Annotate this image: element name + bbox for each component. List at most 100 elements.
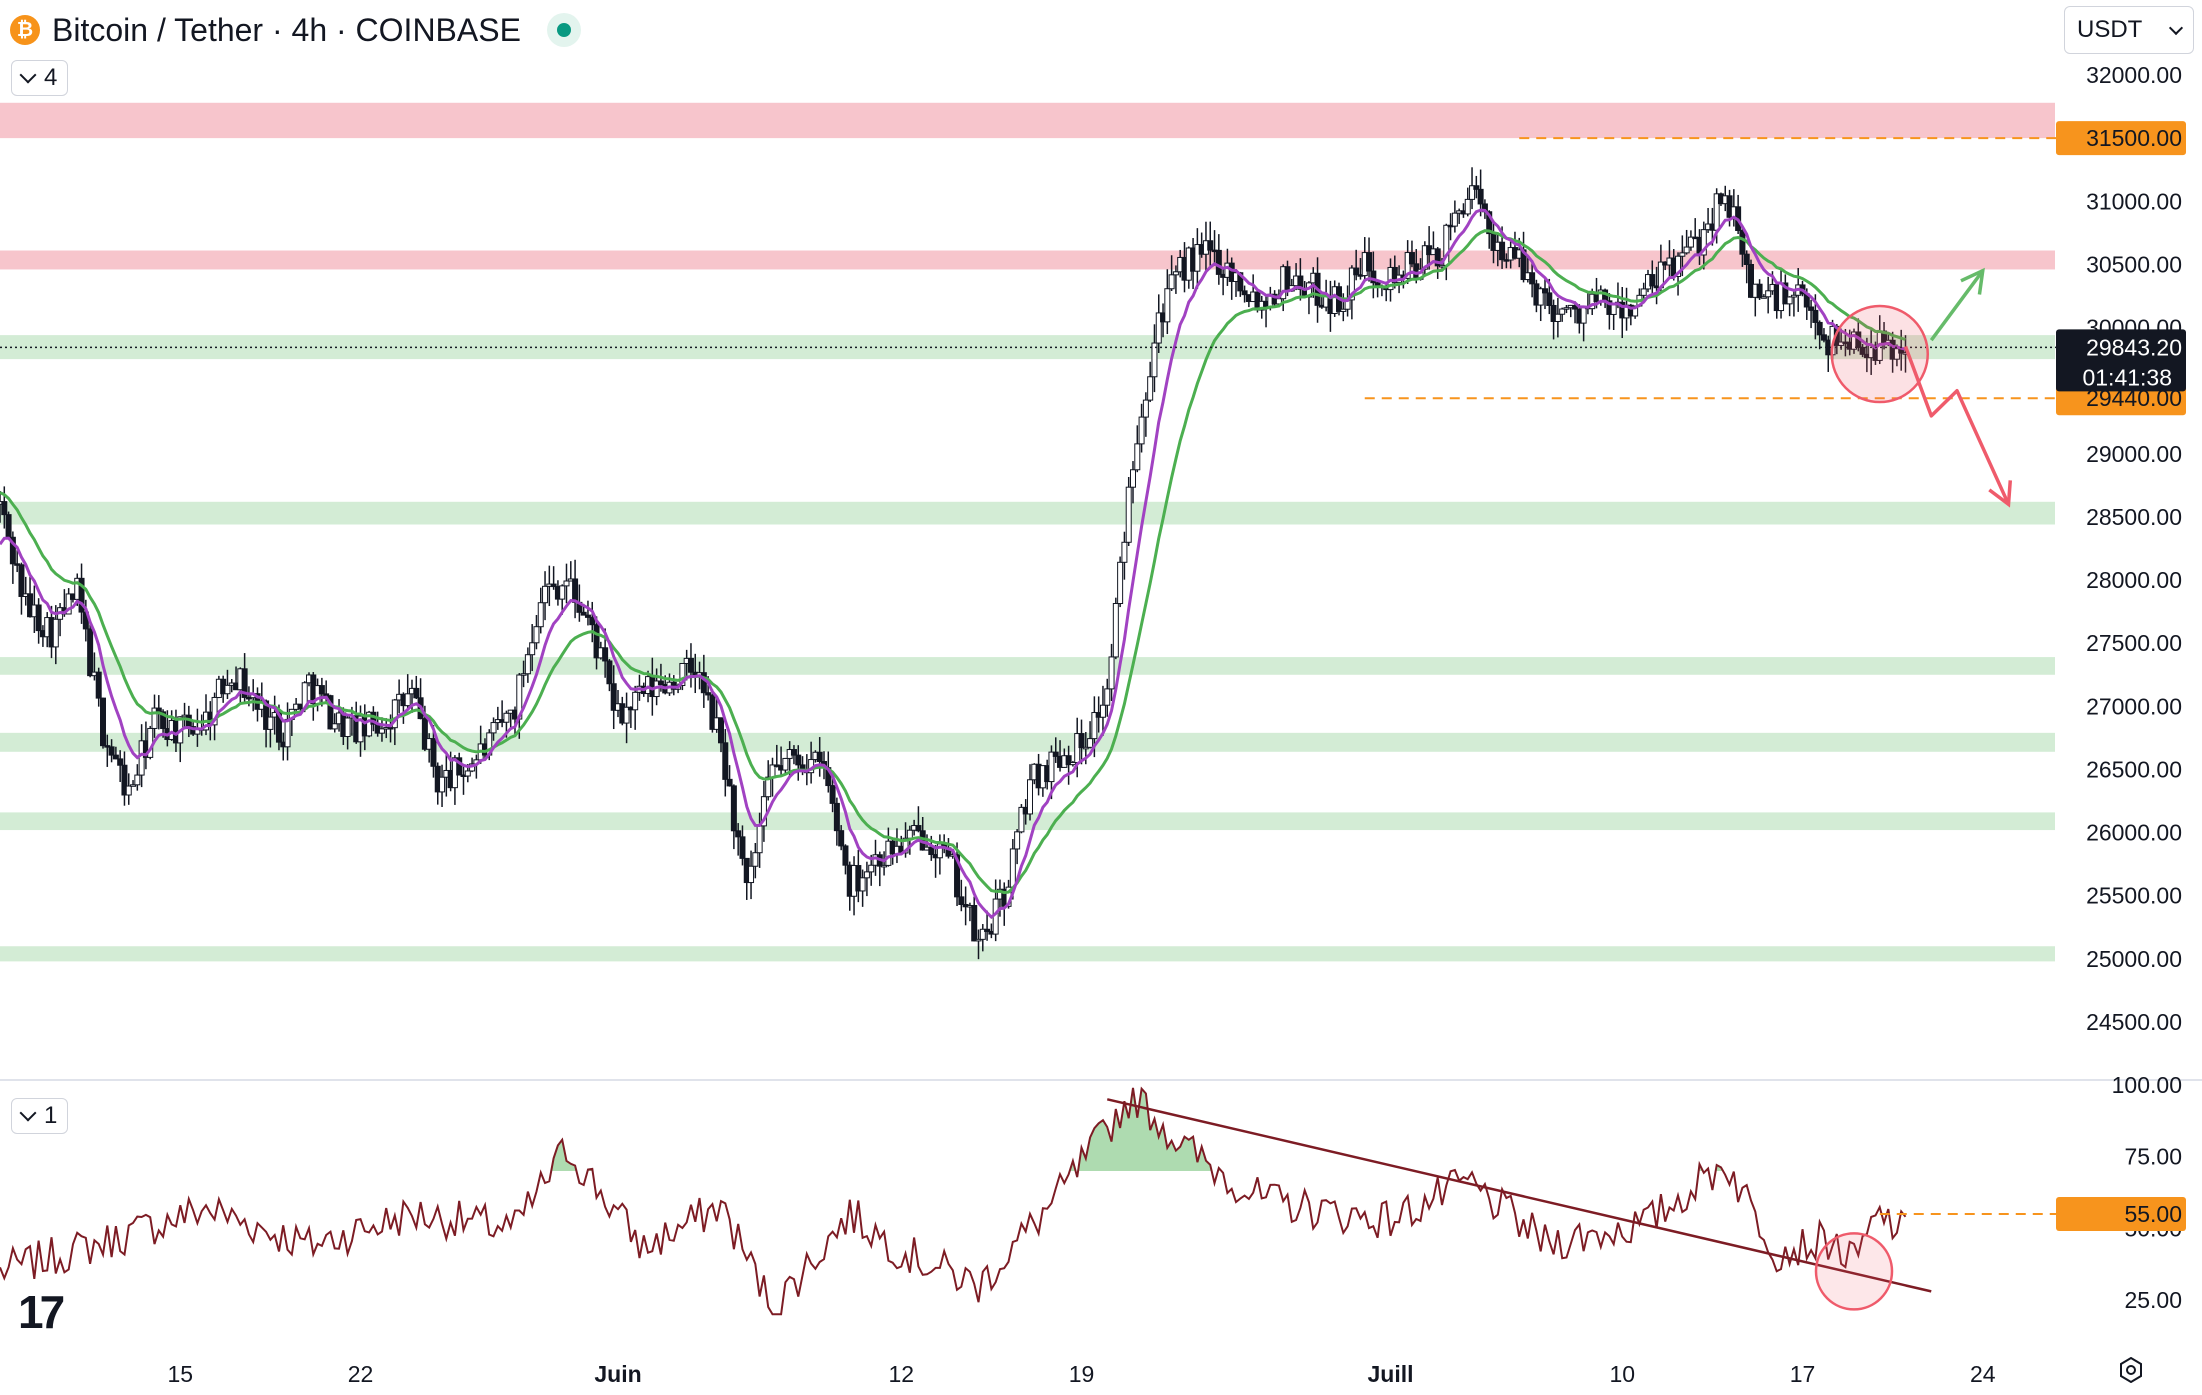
candle-body [958,896,965,905]
candle-body [78,577,85,613]
candle-body [1610,304,1617,315]
tradingview-logo-icon[interactable]: 17 [18,1286,65,1338]
candle-body [902,837,909,854]
candle-body [915,825,922,832]
candle-body [1451,212,1458,227]
candle-body [130,784,137,787]
settings-icon[interactable] [2118,1357,2144,1383]
candle-body [1499,241,1506,261]
candle-body [1353,267,1360,276]
rsi-tick-label: 25.00 [2124,1287,2182,1313]
candle-body [881,864,888,868]
candle-body [1215,249,1222,275]
candle-body [1138,416,1145,445]
candle-body [1164,288,1171,323]
candle-body [550,583,557,588]
candle-body [838,830,845,847]
candle-body [1155,312,1162,344]
time-tick-label: 22 [348,1361,374,1387]
time-tick-label: 24 [1970,1361,1996,1387]
price-tick-label: 24500.00 [2086,1009,2182,1035]
candle-body [730,785,737,832]
main-indicators-toggle[interactable]: 4 [11,60,69,96]
candle-body [1125,486,1132,543]
candle-body [1348,267,1355,301]
market-status-icon[interactable] [546,13,581,47]
candle-body [752,852,759,867]
candle-body [1014,831,1021,850]
candle-body [35,604,42,632]
highlight-circle [1830,304,1929,404]
candle-body [1542,288,1548,294]
candle-body [1018,806,1025,833]
candle-body [610,683,617,711]
candle-body [1808,306,1815,311]
candle-body [537,602,544,628]
candle-body [623,706,630,724]
candle-body [117,758,124,766]
candle-body [1112,603,1119,658]
scenario-arrow-up [1929,269,1985,342]
rsi-helper [0,1088,1906,1314]
candle-body [421,718,428,750]
candle-body [1765,290,1772,298]
candle-body [1550,304,1557,322]
candle-body [726,778,733,787]
rsi-indicators-toggle[interactable]: 1 [11,1098,69,1134]
time-tick-label: 19 [1069,1361,1095,1387]
currency-select[interactable]: USDT [2064,6,2194,54]
candle-body [1529,272,1536,285]
candle-body [1,501,8,516]
candle-body [816,751,823,763]
candle-body [760,796,767,827]
candle-body [1632,305,1639,317]
price-tick-label: 26000.00 [2086,820,2182,846]
candle-body [1486,211,1493,235]
candle-body [1812,309,1819,323]
candle-body [404,693,411,707]
candle-body [1069,762,1076,766]
scenario-arrow-down [1903,345,2011,506]
candle-body [1760,296,1767,299]
candle-body [413,687,420,699]
candle-body [1743,253,1750,265]
scenario-arrow-down-head [1988,480,2013,508]
candle-body [1099,704,1106,718]
candles-group [0,167,1909,960]
candle-body [87,628,94,677]
candle-body [1434,248,1441,267]
candle-body [657,680,664,686]
candle-countdown-label: 01:41:38 [2082,364,2172,390]
candle-body [9,536,16,565]
candle-body [559,585,566,600]
candle-body [954,854,961,898]
candle-body [829,785,836,804]
candle-body [1782,282,1789,305]
candle-body [245,696,252,700]
rsi-indicator-count: 1 [44,1102,58,1129]
candle-body [108,746,115,756]
candle-body [632,691,639,711]
zone-support-7 [0,946,2055,962]
candle-body [100,697,106,747]
candle-body [503,712,510,723]
candle-body [589,616,596,626]
candle-body [842,845,849,866]
candle-body [160,711,167,730]
candle-body [52,618,59,648]
candle-body [1537,288,1544,306]
candle-body [863,871,870,879]
rsi-line [0,1086,1907,1316]
zone-support-2 [0,335,2055,360]
candle-body [1142,399,1149,418]
candle-body [782,757,789,771]
symbol-title[interactable]: Bitcoin / Tether · 4h · COINBASE [52,11,521,48]
zone-support-4 [0,657,2055,675]
candle-body [1297,275,1304,290]
price-tick-label: 25000.00 [2086,946,2182,972]
candle-body [739,836,746,859]
candle-body [1477,188,1484,205]
candle-body [735,830,742,838]
candle-body [1640,288,1647,296]
